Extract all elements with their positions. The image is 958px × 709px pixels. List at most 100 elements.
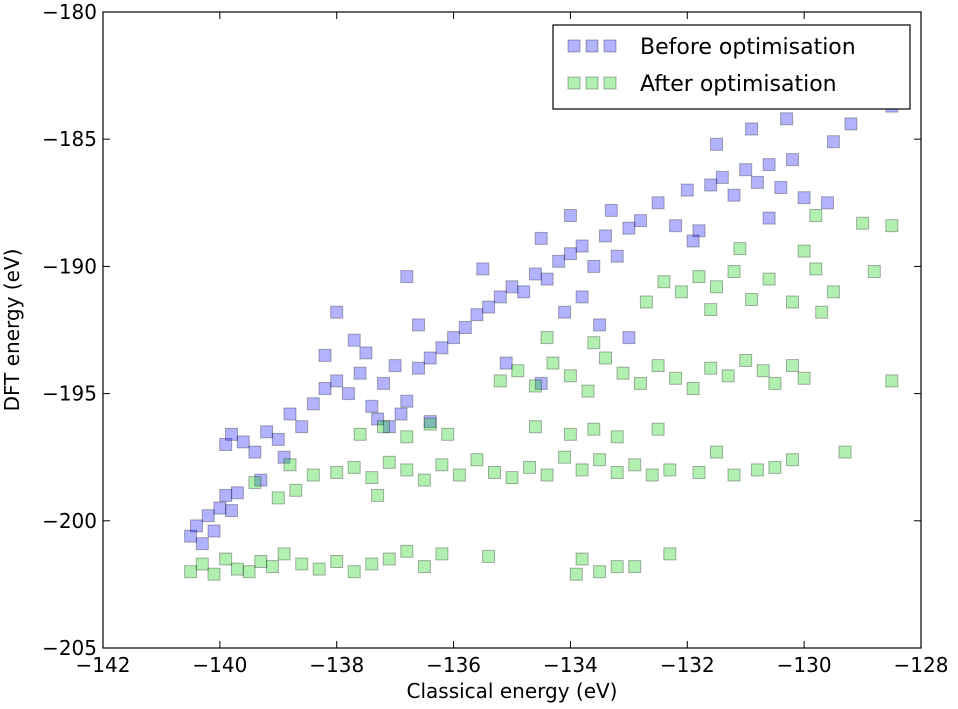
data-point	[797, 371, 811, 385]
data-point	[201, 509, 215, 523]
data-point	[528, 379, 542, 393]
x-tick-label: −142	[76, 653, 131, 677]
y-tick-label: −190	[42, 254, 97, 278]
data-point	[838, 445, 852, 459]
data-point	[739, 163, 753, 177]
data-point	[394, 407, 408, 421]
data-point	[651, 359, 665, 373]
data-point	[289, 483, 303, 497]
data-point	[774, 181, 788, 194]
x-axis-label: Classical energy (eV)	[407, 679, 618, 703]
data-point	[306, 468, 320, 482]
data-point	[511, 364, 525, 378]
data-point	[750, 463, 764, 477]
data-point	[540, 468, 554, 482]
data-point	[458, 321, 472, 334]
data-point	[528, 267, 542, 281]
data-point	[271, 491, 285, 505]
data-point	[190, 519, 203, 533]
plot-frame	[102, 11, 922, 649]
data-point	[727, 265, 741, 278]
data-point	[634, 214, 647, 228]
data-point	[207, 567, 221, 581]
data-point	[225, 427, 238, 441]
data-point	[710, 280, 723, 294]
x-tick-label: −136	[426, 653, 481, 677]
data-point	[400, 544, 414, 558]
data-point	[704, 303, 718, 317]
data-point	[412, 361, 425, 375]
data-point	[768, 460, 782, 474]
data-point	[365, 399, 379, 413]
data-point	[540, 331, 554, 345]
data-point	[382, 455, 396, 469]
data-point	[435, 458, 449, 472]
data-point	[523, 460, 536, 474]
data-point	[423, 415, 437, 429]
data-point	[569, 567, 583, 581]
data-point	[341, 387, 355, 401]
data-point	[563, 369, 577, 383]
data-point	[786, 153, 799, 167]
data-point	[330, 466, 344, 479]
data-point	[283, 407, 297, 421]
data-point	[242, 565, 256, 579]
data-point	[423, 417, 437, 431]
data-point	[599, 229, 612, 243]
data-point	[856, 216, 870, 230]
data-point	[330, 374, 344, 388]
data-point	[400, 394, 414, 408]
data-point	[493, 290, 507, 304]
data-point	[365, 557, 379, 571]
data-point	[184, 529, 198, 543]
data-point	[593, 453, 607, 467]
data-point	[727, 188, 741, 202]
data-point	[330, 555, 344, 568]
data-point	[417, 560, 431, 574]
data-point	[277, 547, 291, 561]
data-point	[885, 374, 899, 388]
data-point	[347, 333, 361, 347]
legend: Before optimisation After optimisation	[552, 24, 911, 110]
data-point	[260, 425, 274, 439]
data-point	[230, 486, 244, 500]
data-point	[704, 361, 718, 375]
legend-marker-before	[603, 39, 617, 53]
data-point	[762, 158, 776, 172]
data-point	[265, 560, 279, 574]
data-point	[628, 458, 642, 472]
data-point	[750, 175, 764, 189]
data-point	[254, 555, 268, 568]
y-tick-label: −205	[42, 636, 97, 660]
data-point	[365, 471, 379, 485]
data-point	[809, 209, 823, 222]
data-point	[195, 557, 209, 571]
data-point	[780, 112, 794, 126]
data-point	[377, 420, 390, 434]
data-point	[721, 369, 735, 383]
data-point	[686, 382, 700, 395]
legend-marker-after	[567, 76, 581, 90]
data-point	[400, 270, 414, 284]
data-point	[236, 435, 250, 449]
data-point	[441, 427, 455, 441]
y-tick-label: −185	[42, 127, 97, 151]
data-point	[488, 466, 501, 479]
data-point	[493, 374, 507, 388]
legend-label-after: After optimisation	[640, 72, 837, 97]
data-point	[797, 244, 811, 258]
data-point	[423, 351, 437, 365]
data-point	[225, 504, 238, 518]
data-point	[563, 247, 577, 261]
data-point	[476, 262, 490, 276]
data-point	[663, 463, 677, 477]
data-point	[230, 562, 244, 576]
legend-entry-after: After optimisation	[567, 72, 837, 97]
data-point	[295, 557, 309, 571]
data-point	[295, 420, 309, 434]
data-point	[786, 359, 799, 373]
data-point	[318, 348, 332, 362]
data-point	[826, 135, 840, 149]
data-point	[826, 285, 840, 299]
